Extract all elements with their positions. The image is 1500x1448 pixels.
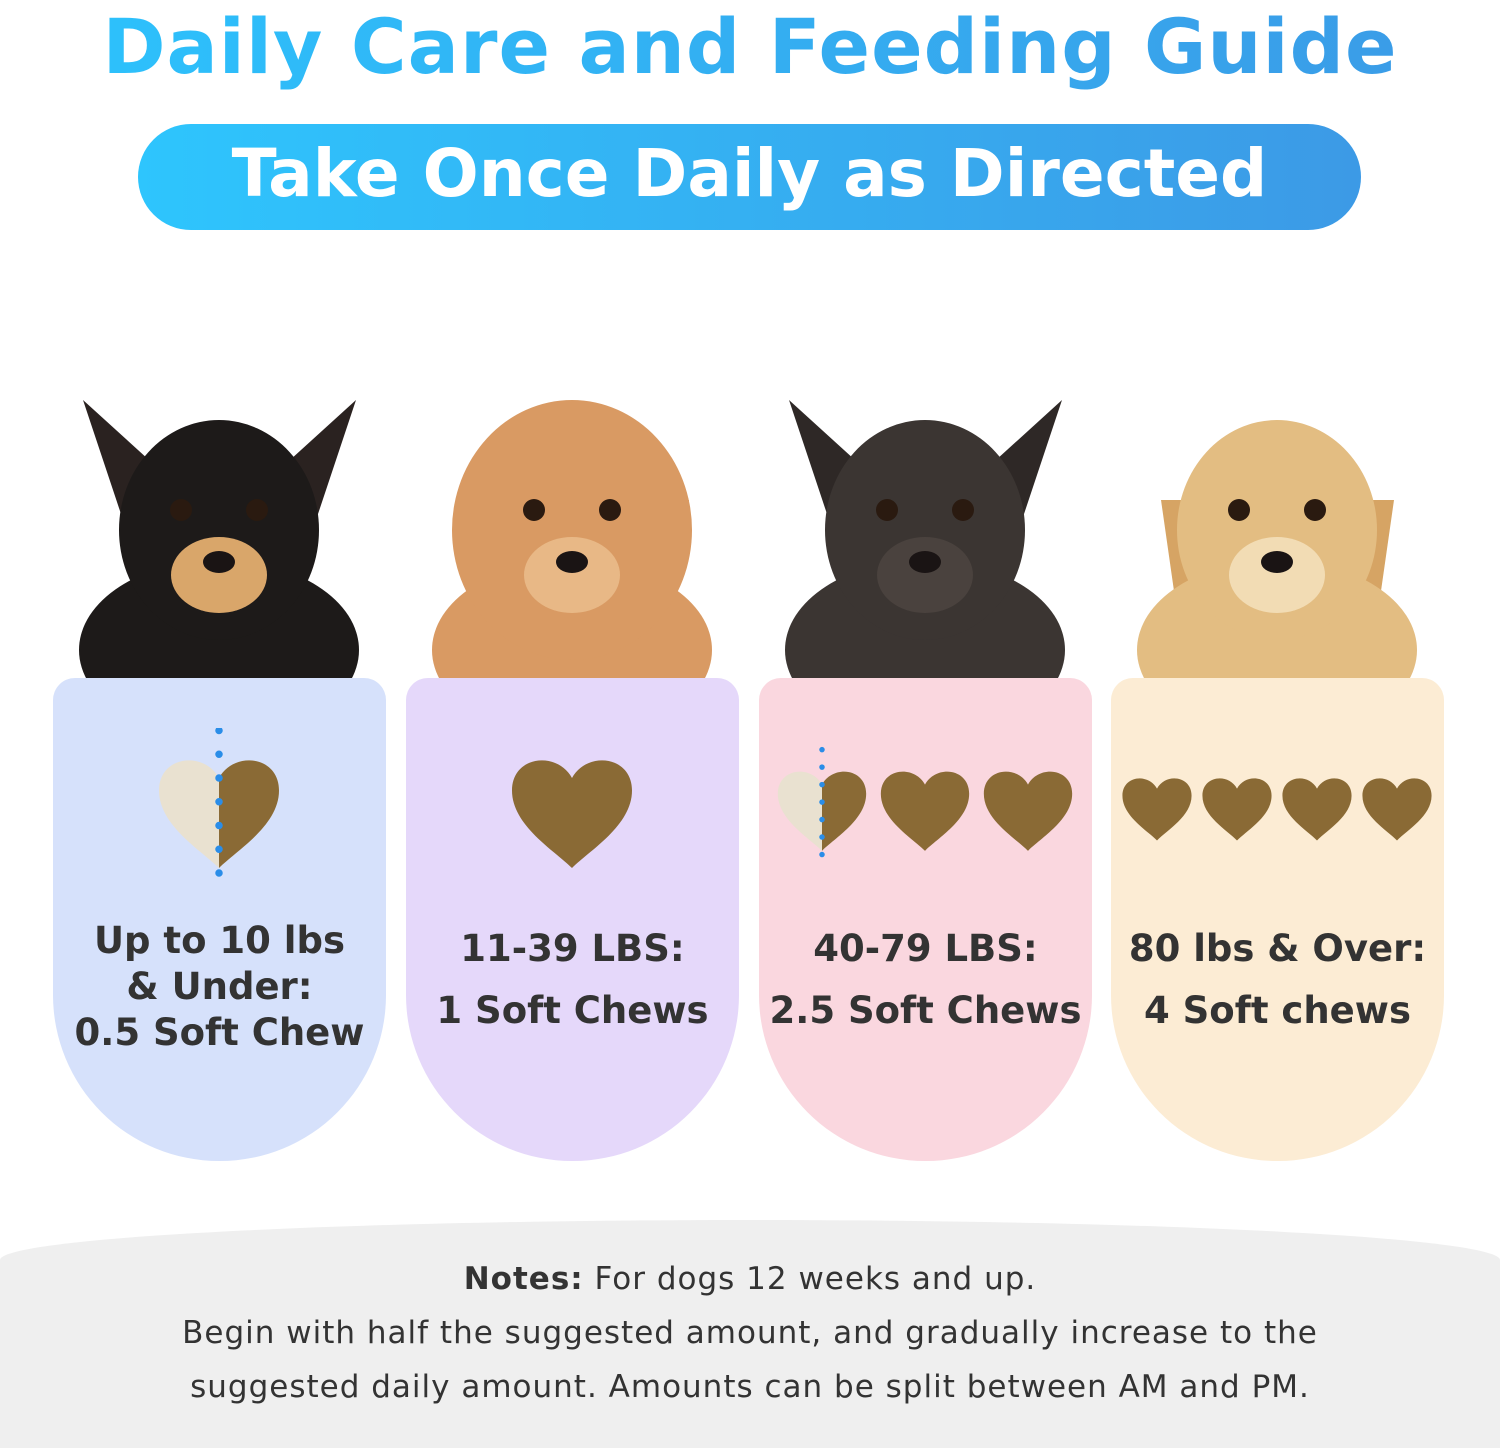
chew-icons xyxy=(1122,778,1432,841)
dog-photo-golden-retriever xyxy=(1111,330,1444,685)
dosage-line: 0.5 Soft Chew xyxy=(74,1011,365,1054)
notes-background xyxy=(0,1220,1500,1448)
soft-chew-icon xyxy=(512,760,632,868)
chew-icons xyxy=(777,746,1073,871)
dog-eye xyxy=(1304,499,1326,521)
dog-eye xyxy=(599,499,621,521)
dosage-line: 2.5 Soft Chews xyxy=(769,989,1082,1032)
dosage-card-3: 40-79 LBS: 2.5 Soft Chews xyxy=(759,678,1092,1161)
notes-line-2: Begin with half the suggested amount, an… xyxy=(182,1315,1318,1351)
dosage-line: 1 Soft Chews xyxy=(436,989,709,1032)
dog-nose xyxy=(556,551,588,573)
dosage-line: 4 Soft chews xyxy=(1144,989,1411,1032)
notes: Notes: For dogs 12 weeks and up. Begin w… xyxy=(0,1252,1500,1414)
soft-chew-icon xyxy=(880,771,970,851)
notes-line-3: suggested daily amount. Amounts can be s… xyxy=(190,1369,1310,1405)
dog-eye xyxy=(170,499,192,521)
dog-head xyxy=(825,420,1025,640)
dog-eye xyxy=(952,499,974,521)
dog-head xyxy=(452,400,692,660)
dog-nose xyxy=(909,551,941,573)
dog-eye xyxy=(876,499,898,521)
dog-muzzle xyxy=(877,537,973,613)
chew-icons xyxy=(512,760,632,868)
dosage-line: Up to 10 lbs xyxy=(94,919,345,962)
soft-chew-icon xyxy=(1362,778,1432,841)
dosage-card-4: 80 lbs & Over: 4 Soft chews xyxy=(1111,678,1444,1161)
half-chew-icon xyxy=(159,728,279,888)
dosage-line: 80 lbs & Over: xyxy=(1128,927,1427,970)
dog-nose xyxy=(1261,551,1293,573)
dog-head xyxy=(1177,420,1377,640)
dosage-banner: Take Once Daily as Directed xyxy=(138,124,1361,230)
dog-photo-poodle xyxy=(406,330,739,685)
chew-icons xyxy=(159,728,279,888)
dog-muzzle xyxy=(1229,537,1325,613)
dosage-label: 80 lbs & Over: 4 Soft chews xyxy=(1111,918,1444,1042)
dog-photo-french-bulldog xyxy=(759,330,1092,685)
dosage-card-2: 11-39 LBS: 1 Soft Chews xyxy=(406,678,739,1161)
dog-eye xyxy=(246,499,268,521)
dosage-label: Up to 10 lbs & Under: 0.5 Soft Chew xyxy=(53,918,386,1056)
dog-eye xyxy=(1228,499,1250,521)
dog-eye xyxy=(523,499,545,521)
dosage-line: 11-39 LBS: xyxy=(460,927,685,970)
soft-chew-icon xyxy=(983,771,1073,851)
dog-photo-chihuahua xyxy=(53,330,386,685)
soft-chew-icon xyxy=(1202,778,1272,841)
soft-chew-icon xyxy=(1282,778,1352,841)
dog-muzzle xyxy=(524,537,620,613)
dosage-line: & Under: xyxy=(126,965,313,1008)
half-chew-icon xyxy=(777,746,867,871)
page-title: Daily Care and Feeding Guide xyxy=(0,2,1500,91)
dosage-label: 40-79 LBS: 2.5 Soft Chews xyxy=(759,918,1092,1042)
notes-line-1: For dogs 12 weeks and up. xyxy=(594,1261,1037,1297)
dosage-line: 40-79 LBS: xyxy=(813,927,1038,970)
notes-label: Notes: xyxy=(463,1261,584,1297)
dog-nose xyxy=(203,551,235,573)
dosage-label: 11-39 LBS: 1 Soft Chews xyxy=(406,918,739,1042)
dosage-card-1: Up to 10 lbs & Under: 0.5 Soft Chew xyxy=(53,678,386,1161)
dog-head xyxy=(119,420,319,640)
dog-muzzle xyxy=(171,537,267,613)
soft-chew-icon xyxy=(1122,778,1192,841)
